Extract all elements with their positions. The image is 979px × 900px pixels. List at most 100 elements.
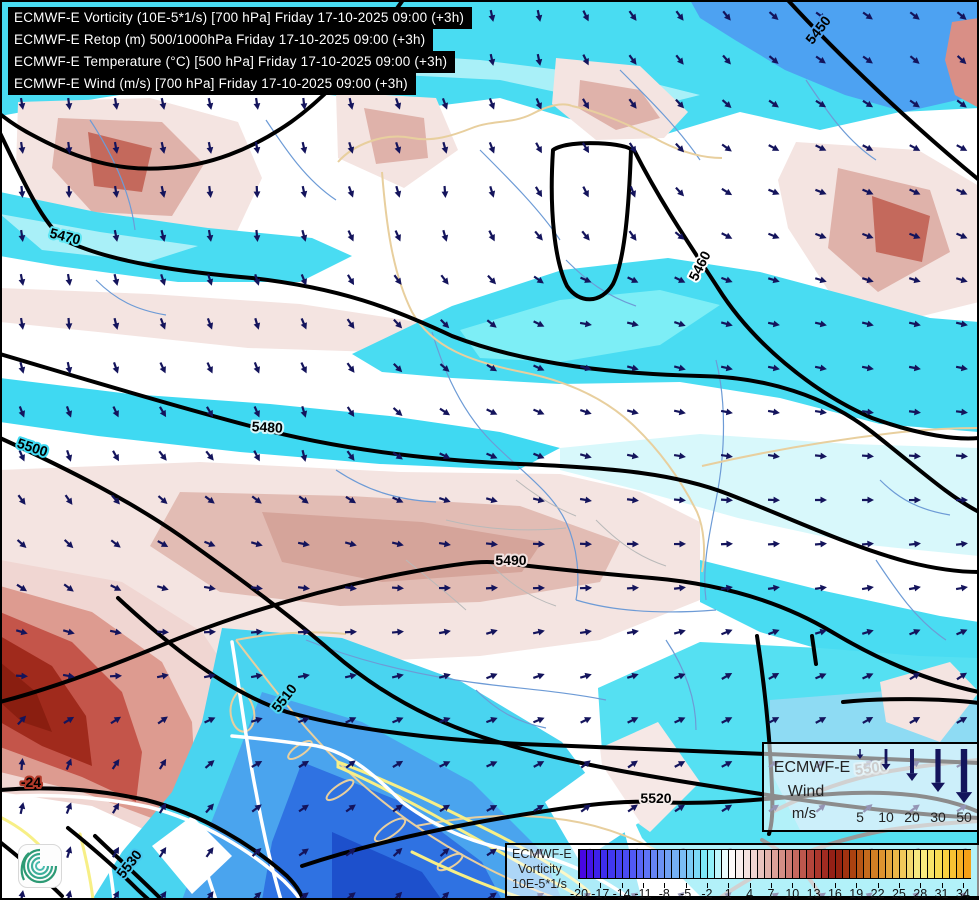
vorticity-colorbar: -20 -17 -14 -11 -8 -5 -2 1 4 7 10 13 16 19 22 25 28 31 34 [570, 849, 971, 900]
colorbar-tick [898, 883, 900, 888]
colorbar-cell [913, 850, 922, 878]
rivers [89, 69, 951, 731]
colorbar-cell [678, 850, 687, 878]
contour-5460 [632, 148, 979, 441]
colorbar-tick-label: 28 [913, 887, 928, 900]
colorbar-cell [642, 850, 652, 878]
title-line-retop: ECMWF-E Retop (m) 500/1000hPa Friday 17-… [8, 29, 434, 51]
colorbar-cell [671, 850, 680, 878]
colorbar-cell [955, 850, 964, 878]
colorbar-cell [770, 850, 780, 878]
vorticity-legend-titles: ECMWF-E Vorticity 10E-5*1/s [512, 847, 572, 892]
colorbar-cell [877, 850, 886, 878]
colorbar-tick-label: -5 [680, 887, 692, 900]
colorbar-cell [593, 850, 602, 878]
colorbar-cell [891, 850, 900, 878]
colorbar-tick [877, 883, 879, 888]
wind-speed-label: 30 [930, 809, 946, 825]
colorbar-tick-label: -14 [612, 887, 631, 900]
colorbar-tick-label: 13 [806, 887, 821, 900]
colorbar-tick-label: -11 [634, 887, 652, 900]
colorbar-cell [806, 850, 815, 878]
colorbar-tick-label: -8 [658, 887, 670, 900]
colorbar-cell [863, 850, 872, 878]
colorbar-cell [856, 850, 865, 878]
colorbar-cell [706, 850, 716, 878]
colorbar-cell [721, 850, 730, 878]
wind-speed-label: 10 [878, 809, 894, 825]
colorbar-cell [607, 850, 616, 878]
colorbar-cell [657, 850, 666, 878]
colorbar-cell [827, 850, 836, 878]
colorbar-tick-label: -17 [591, 887, 610, 900]
wind-speed-arrows: 5 10 20 30 50 [856, 749, 973, 825]
colorbar-tick-label: 10 [785, 887, 800, 900]
contour-label: 5480 [251, 418, 283, 436]
colorbar-tick-label: 34 [955, 887, 970, 900]
colorbar-tick-label: -2 [701, 887, 713, 900]
colorbar-cell [614, 850, 623, 878]
contour-label: 5490 [495, 552, 526, 568]
colorbar-cell [735, 850, 744, 878]
colorbar-cell [792, 850, 801, 878]
colorbar-cell [870, 850, 879, 878]
colorbar-cell [586, 850, 595, 878]
colorbar-tick-label: 25 [891, 887, 906, 900]
colorbar-tick [642, 883, 644, 888]
colorbar-tick [941, 883, 943, 888]
contour-minus24 [0, 786, 305, 900]
colorbar-tick-label: 31 [934, 887, 949, 900]
contour-5470 [0, 131, 979, 514]
wind-speed-label: 20 [904, 809, 920, 825]
colorbar-cell [579, 850, 588, 878]
colorbar-cell [600, 850, 609, 878]
colorbar-tick [749, 883, 751, 888]
colorbar-tick [664, 883, 666, 888]
colorbar-cell [635, 850, 644, 878]
colorbar-tick [813, 883, 815, 888]
colorbar-tick [920, 883, 922, 888]
contour-label: 5500 [15, 435, 50, 460]
colorbar-cell [628, 850, 637, 878]
vorticity-legend-subtitle: Vorticity [518, 862, 562, 876]
colorbar-cell [813, 850, 822, 878]
contour-label: 5520 [640, 790, 671, 806]
colorbar-tick [600, 883, 602, 888]
title-line-temperature: ECMWF-E Temperature (°C) [500 hPa] Frida… [8, 51, 456, 73]
vorticity-colorbar-legend: ECMWF-E Vorticity 10E-5*1/s -20 -17 -14 -11… [505, 843, 979, 900]
colorbar-tick-label: 16 [827, 887, 842, 900]
colorbar-cell [785, 850, 794, 878]
colorbar-cell [898, 850, 907, 878]
title-line-wind: ECMWF-E Wind (m/s) [700 hPa] Friday 17-1… [8, 73, 416, 95]
colorbar-cell [728, 850, 737, 878]
vorticity-legend-units: 10E-5*1/s [512, 877, 567, 891]
colorbar-tick [728, 883, 730, 888]
colorbar-cell [749, 850, 758, 878]
colorbar-tick-label: 7 [767, 887, 775, 900]
colorbar-cell [650, 850, 659, 878]
wind-speed-label: 50 [956, 809, 972, 825]
wind-speed-legend: ECMWF-E Wind m/s 5 10 20 30 50 [762, 742, 977, 832]
contour-5460-loop [549, 141, 633, 302]
colorbar-cell [941, 850, 950, 878]
colorbar-cell [742, 850, 751, 878]
wind-legend-title: ECMWF-E [774, 759, 850, 776]
colorbar-cell [664, 850, 673, 878]
contour-5480 [0, 352, 979, 574]
colorbar-cell [763, 850, 772, 878]
contour-5450 [785, 0, 979, 182]
colorbar-cell [799, 850, 808, 878]
colorbar-cell [849, 850, 858, 878]
colorbar-tick [579, 883, 580, 888]
colorbar-cell [699, 850, 708, 878]
wind-legend-units: m/s [792, 805, 816, 822]
wind-speed-label: 5 [856, 809, 864, 825]
title-line-vorticity: ECMWF-E Vorticity (10E-5*1/s) [700 hPa] … [8, 7, 473, 29]
colorbar-cell [685, 850, 694, 878]
colorbar-tick [834, 883, 836, 888]
colorbar-tick-label: -20 [569, 887, 589, 900]
contour-5490 [0, 560, 979, 704]
colorbar-tick [962, 883, 964, 888]
colorbar-cell [820, 850, 829, 878]
